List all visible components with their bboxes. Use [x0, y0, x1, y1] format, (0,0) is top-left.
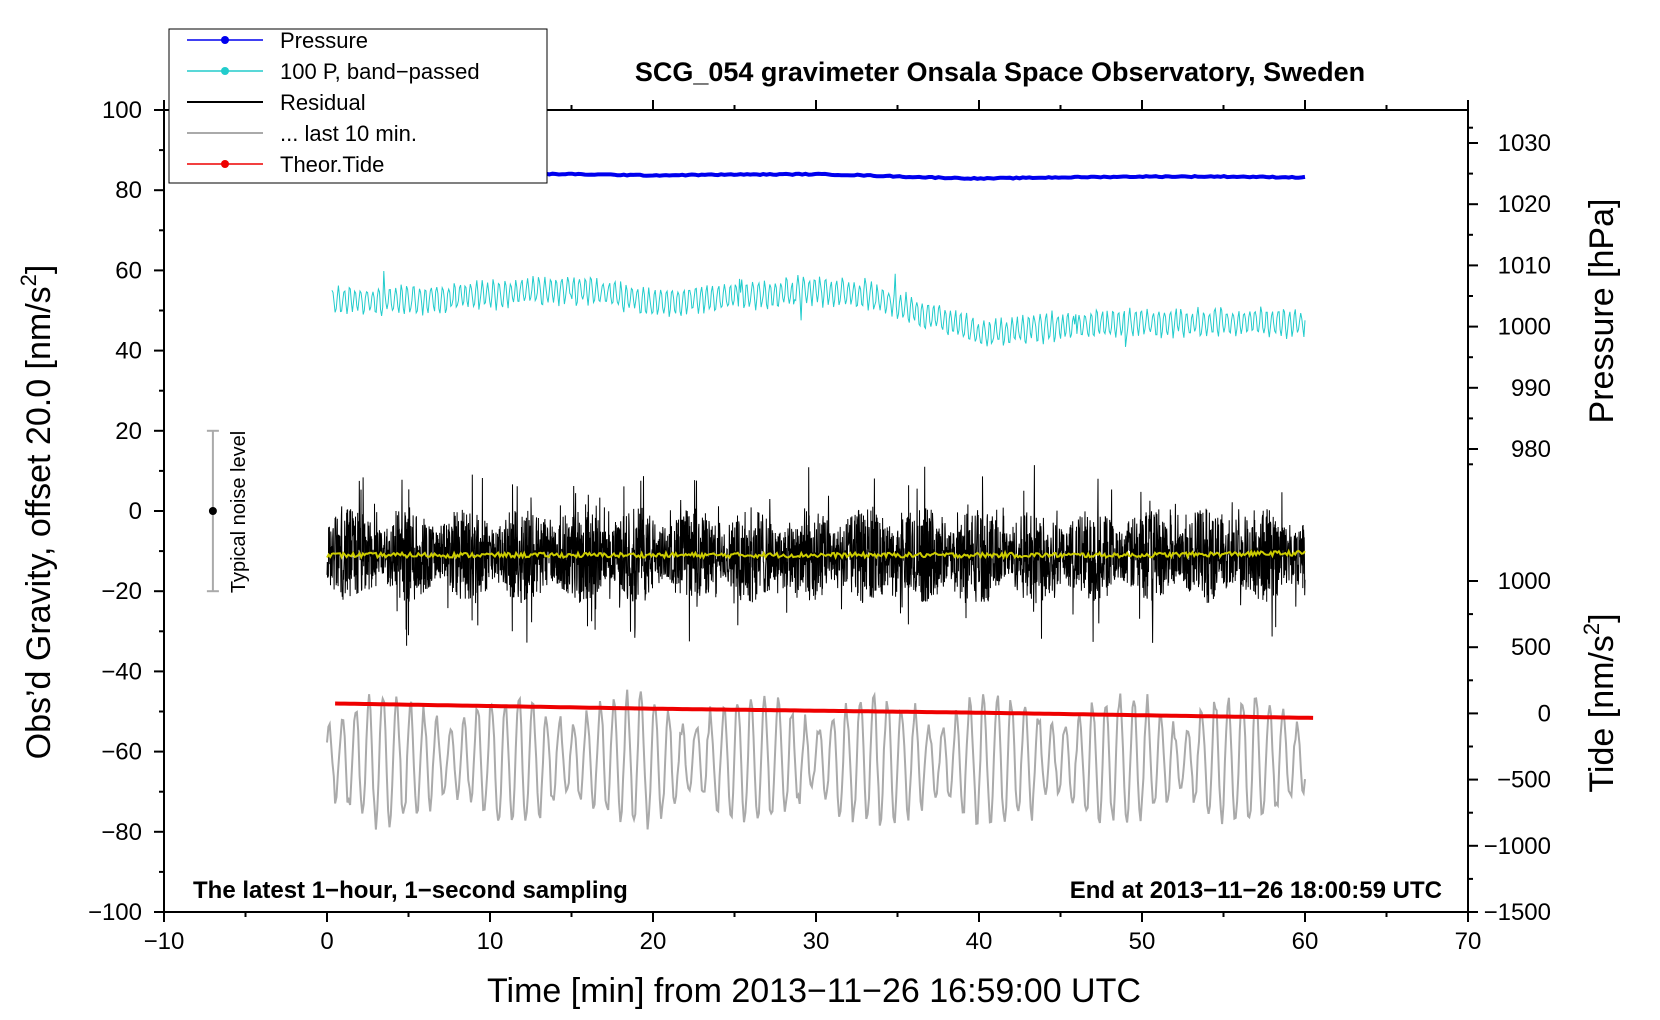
y-tick-label: 20 — [115, 418, 142, 445]
y-tick-label: 60 — [115, 257, 142, 284]
legend-marker — [221, 36, 229, 44]
y-tick-label: −40 — [101, 658, 142, 685]
legend-label: ... last 10 min. — [280, 121, 417, 146]
pressure-tick-label: 1000 — [1498, 314, 1551, 341]
x-tick-label: 50 — [1129, 928, 1156, 955]
tide-axis-label: Tide [nm/s2] — [1579, 613, 1621, 792]
annotation-latest-hour: The latest 1−hour, 1−second sampling — [193, 877, 628, 904]
series-residual-smoothed — [326, 548, 1306, 561]
tide-tick-label: −500 — [1497, 767, 1551, 794]
legend-box — [168, 28, 548, 184]
y-tick-label: 0 — [129, 498, 142, 525]
chart-title: SCG_054 gravimeter Onsala Space Observat… — [635, 57, 1365, 87]
series-theoretical-tide — [335, 701, 1314, 720]
legend-marker — [221, 67, 229, 75]
y-axis-label-left-sup: 2 — [16, 274, 41, 286]
y-tick-label: −20 — [101, 578, 142, 605]
legend-items: Pressure 100 P, band−passed Residual ... la… — [187, 28, 480, 177]
legend-marker — [221, 160, 229, 168]
x-tick-label: 40 — [966, 928, 993, 955]
pressure-tick-label: 1010 — [1498, 252, 1551, 279]
series-bandpassed-pressure — [331, 270, 1306, 347]
y-axis-label-left: Obs’d Gravity, offset 20.0 [nm/s2] — [16, 265, 58, 760]
tide-axis-ticks: −1500 −1000 −500 0 500 1000 — [1468, 568, 1551, 926]
legend-label: 100 P, band−passed — [280, 59, 480, 84]
y-tick-label: 80 — [115, 177, 142, 204]
tide-tick-label: −1000 — [1484, 833, 1551, 860]
x-axis-ticks: −10 0 10 20 30 40 50 60 70 — [144, 100, 1482, 955]
legend-label: Theor.Tide — [280, 152, 384, 177]
legend: Pressure 100 P, band−passed Residual ... la… — [168, 28, 548, 184]
pressure-axis-label: Pressure [hPa] — [1583, 199, 1621, 424]
pressure-tick-label: 1030 — [1498, 130, 1551, 157]
pressure-tick-label: 1020 — [1498, 191, 1551, 218]
tide-tick-label: 500 — [1511, 634, 1551, 661]
tide-tick-label: −1500 — [1484, 899, 1551, 926]
y-tick-label: 40 — [115, 338, 142, 365]
noise-level-label: Typical noise level — [228, 431, 250, 593]
noise-level-bar — [206, 429, 219, 593]
y-tick-label: −100 — [88, 899, 142, 926]
x-tick-label: 10 — [477, 928, 504, 955]
x-tick-label: 60 — [1292, 928, 1319, 955]
pressure-tick-label: 990 — [1511, 375, 1551, 402]
pressure-axis-ticks: 980 990 1000 1010 1020 1030 — [1468, 126, 1551, 466]
x-tick-label: 30 — [803, 928, 830, 955]
x-tick-label: 0 — [320, 928, 333, 955]
legend-label: Residual — [280, 90, 366, 115]
x-axis-label: Time [min] from 2013−11−26 16:59:00 UTC — [487, 972, 1141, 1010]
x-tick-label: −10 — [144, 928, 185, 955]
y-axis-ticks: −100 −80 −60 −40 −20 0 20 40 60 80 100 — [88, 97, 164, 926]
annotation-end-time: End at 2013−11−26 18:00:59 UTC — [1070, 877, 1442, 904]
y-tick-label: −60 — [101, 739, 142, 766]
series-residual — [326, 465, 1306, 646]
x-tick-label: 20 — [640, 928, 667, 955]
y-tick-label: 100 — [102, 97, 142, 124]
y-axis-label-left-main: Obs’d Gravity, offset 20.0 [nm/s — [20, 286, 58, 759]
y-axis-label-left-close: ] — [20, 265, 58, 274]
y-tick-label: −80 — [101, 819, 142, 846]
legend-label: Pressure — [280, 28, 368, 53]
tide-tick-label: 1000 — [1498, 568, 1551, 595]
tide-axis-label-close: ] — [1583, 613, 1621, 622]
series-layer — [326, 169, 1314, 830]
pressure-tick-label: 980 — [1511, 436, 1551, 463]
tide-tick-label: 0 — [1538, 700, 1551, 727]
tide-axis-label-sup: 2 — [1579, 623, 1604, 635]
tide-axis-label-main: Tide [nm/s — [1583, 635, 1621, 792]
noise-bar-center-dot — [208, 507, 217, 515]
x-tick-label: 70 — [1455, 928, 1482, 955]
